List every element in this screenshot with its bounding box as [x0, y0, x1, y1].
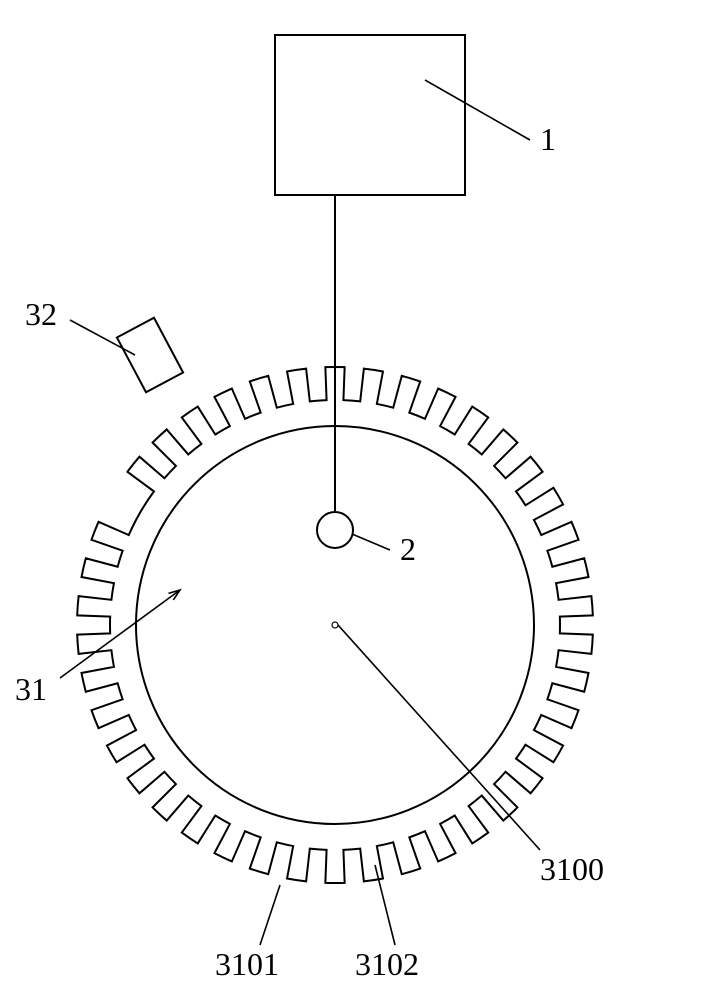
center-mark [332, 622, 338, 628]
leader-l3101 [260, 885, 280, 945]
diagram-root: 1 2 31 32 3100 3101 3102 [0, 0, 707, 1000]
label-l3101: 3101 [215, 946, 279, 982]
leader-l2 [352, 534, 390, 550]
label-l3102: 3102 [355, 946, 419, 982]
label-l1: 1 [540, 121, 556, 157]
label-l3100: 3100 [540, 851, 604, 887]
component-box-1 [275, 35, 465, 195]
leader-l32 [70, 320, 135, 355]
label-l31: 31 [15, 671, 47, 707]
component-box-32 [117, 318, 183, 392]
shaft-end-circle [317, 512, 353, 548]
leader-l1 [425, 80, 530, 140]
label-l32: 32 [25, 296, 57, 332]
label-l2: 2 [400, 531, 416, 567]
leader-l3100 [338, 625, 540, 850]
leader-l3102 [375, 865, 395, 945]
